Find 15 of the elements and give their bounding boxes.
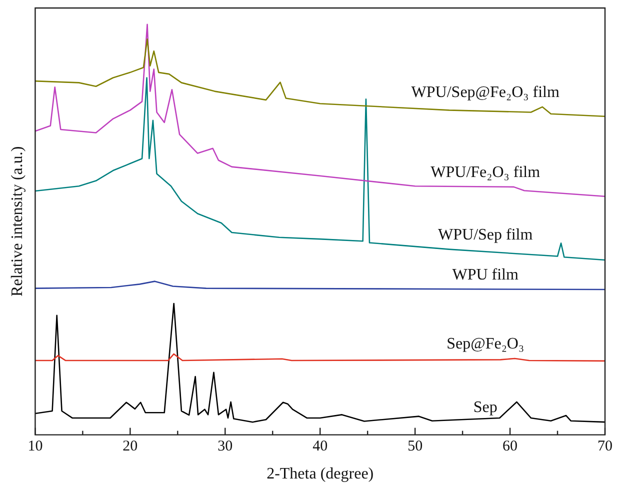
series-label: WPU/Fe₂O₃ film xyxy=(430,164,541,181)
x-tick-label: 60 xyxy=(502,438,518,455)
x-tick-label: 30 xyxy=(218,438,233,455)
series-label: WPU/Sep film xyxy=(438,226,534,244)
x-tick-label: 50 xyxy=(408,438,423,455)
series-label: WPU/Sep@Fe₂O₃ film xyxy=(411,84,560,101)
y-axis-title: Relative intensity (a.u.) xyxy=(8,146,26,296)
x-tick-label: 40 xyxy=(312,438,328,455)
series-label: Sep xyxy=(473,399,498,416)
x-tick-label: 10 xyxy=(28,438,43,455)
x-tick-label: 70 xyxy=(598,438,612,455)
series-label: WPU film xyxy=(452,266,520,284)
series-label: Sep@Fe₂O₃ xyxy=(446,335,524,352)
x-axis-title: 2-Theta (degree) xyxy=(266,466,374,483)
x-tick-label: 20 xyxy=(122,438,138,455)
